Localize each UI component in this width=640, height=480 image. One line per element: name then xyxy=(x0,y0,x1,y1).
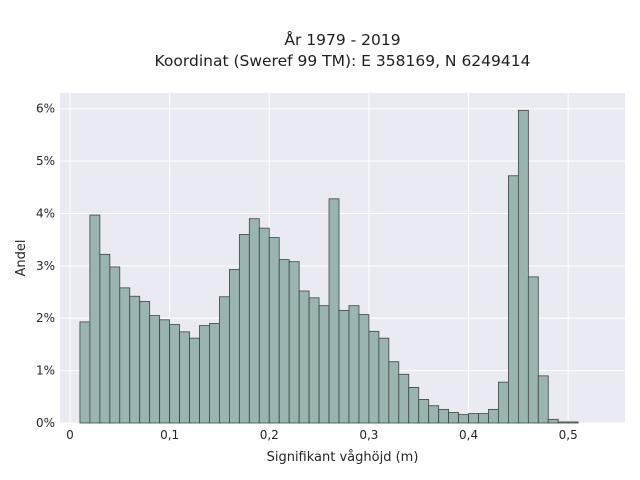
histogram-bar xyxy=(258,227,270,424)
histogram-bar xyxy=(328,198,340,424)
x-tick-label: 0 xyxy=(66,428,74,442)
histogram-bar xyxy=(527,276,539,424)
y-tick-label: 6% xyxy=(36,102,55,116)
histogram-bar xyxy=(368,330,380,424)
y-tick-labels: 0% 1% 2% 3% 4% 5% 6% xyxy=(36,102,55,430)
histogram-bar xyxy=(229,269,240,424)
histogram-bar xyxy=(308,297,320,424)
histogram-bar xyxy=(358,314,370,424)
histogram-bar xyxy=(378,337,390,424)
x-tick-label: 0,1 xyxy=(160,428,179,442)
histogram-bar xyxy=(428,405,440,424)
histogram-bar xyxy=(388,361,400,424)
histogram-bar xyxy=(557,421,569,424)
histogram-bar xyxy=(537,375,549,424)
histogram-bar xyxy=(448,412,459,424)
histogram-bar xyxy=(468,413,479,424)
histogram-bar xyxy=(288,261,300,424)
histogram-bar xyxy=(547,418,559,424)
histogram-bar xyxy=(209,323,220,424)
y-tick-label: 3% xyxy=(36,259,55,273)
histogram-bar xyxy=(219,296,230,424)
x-tick-labels: 0 0,1 0,2 0,3 0,4 0,5 xyxy=(66,428,578,442)
y-tick-label: 0% xyxy=(36,416,55,430)
histogram-bar xyxy=(318,305,330,424)
y-tick-label: 5% xyxy=(36,154,55,168)
histogram-bar xyxy=(458,414,469,424)
x-tick-label: 0,3 xyxy=(359,428,378,442)
y-axis-label: Andel xyxy=(14,240,29,277)
histogram-bar xyxy=(169,324,180,424)
histogram-bar xyxy=(508,175,519,424)
x-tick-label: 0,4 xyxy=(459,428,478,442)
histogram-bar xyxy=(119,287,131,424)
histogram-bar xyxy=(179,331,190,424)
histogram-bar xyxy=(488,408,499,424)
histogram-bar xyxy=(278,259,290,424)
histogram-bar xyxy=(438,408,450,424)
x-tick-label: 0,2 xyxy=(260,428,279,442)
histogram-bar xyxy=(149,315,161,424)
histogram-bar xyxy=(99,253,111,424)
histogram-bar xyxy=(298,290,310,424)
y-tick-label: 2% xyxy=(36,311,55,325)
histogram-bar xyxy=(79,321,91,424)
histogram-bar xyxy=(517,109,529,424)
histogram-bar xyxy=(398,373,410,424)
histogram-bar xyxy=(348,305,360,424)
histogram-bar xyxy=(238,234,250,424)
histogram-bar xyxy=(139,301,151,424)
histogram-bar xyxy=(268,237,280,424)
histogram-bar xyxy=(159,319,171,424)
bars xyxy=(79,109,579,424)
histogram-bar xyxy=(89,214,101,424)
histogram-bar xyxy=(478,413,489,424)
chart-title-line-2: Koordinat (Sweref 99 TM): E 358169, N 62… xyxy=(155,52,531,70)
x-tick-label: 0,5 xyxy=(559,428,578,442)
histogram-bar xyxy=(248,218,260,424)
histogram-bar xyxy=(408,386,420,424)
histogram-bar xyxy=(109,266,121,424)
histogram-bar xyxy=(189,337,200,424)
x-axis-label: Signifikant våghöjd (m) xyxy=(267,450,419,465)
y-tick-label: 1% xyxy=(36,364,55,378)
histogram-bar xyxy=(418,399,430,424)
histogram-bar xyxy=(338,309,350,424)
chart-title-line-1: År 1979 - 2019 xyxy=(284,30,400,49)
histogram-bar xyxy=(498,381,509,424)
histogram-bar xyxy=(129,295,141,424)
y-tick-label: 4% xyxy=(36,206,55,220)
histogram-bar xyxy=(567,421,579,424)
histogram-bar xyxy=(199,325,210,424)
